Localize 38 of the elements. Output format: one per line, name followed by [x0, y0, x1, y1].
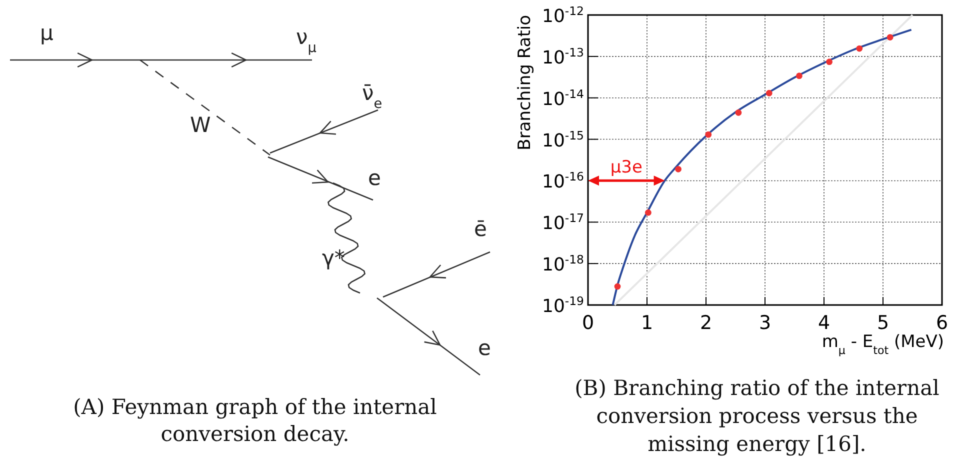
y-tick-label: 10$^{-18}$	[542, 252, 584, 276]
y-tick-label: 10$^{-17}$	[542, 211, 584, 234]
text: W	[190, 113, 211, 137]
point	[735, 109, 742, 116]
x-tick-label: 2	[700, 312, 712, 334]
y-tick-label: 10$^{-15}$	[542, 128, 584, 152]
text: e	[478, 336, 491, 360]
y-tick-label: 10$^{-12}$	[542, 4, 584, 27]
point	[675, 166, 682, 172]
point	[644, 209, 652, 216]
y-axis-title: Branching Ratio	[515, 15, 535, 150]
text: e	[368, 166, 381, 190]
point	[705, 131, 712, 138]
text: γ*	[322, 246, 345, 270]
text: ē	[474, 217, 487, 241]
x-tick-label: 3	[758, 312, 772, 334]
text: μ	[40, 21, 54, 45]
y-tick-label: 10$^{-13}$	[542, 45, 584, 68]
x-tick-label: 0	[582, 312, 594, 334]
y-tick-label: 10$^{-16}$	[542, 170, 584, 193]
x-tick-label: 1	[640, 312, 654, 334]
point	[886, 34, 894, 40]
point	[796, 72, 802, 80]
text: ν$_{μ}$	[296, 25, 317, 56]
x-axis-title: m$_{μ}$ - E$_{tot}$ (MeV)	[822, 332, 944, 356]
text: (B) Branching ratio of the internal conversion process versus the missing energy [16].	[574, 376, 940, 456]
point	[766, 90, 772, 96]
point	[856, 45, 863, 52]
point	[614, 283, 621, 290]
text: ν̄$_{e}$	[362, 81, 382, 112]
point	[826, 58, 833, 66]
x-tick-label: 6	[936, 312, 948, 334]
y-tick-label: 10$^{-14}$	[542, 86, 584, 110]
x-tick-label: 4	[818, 312, 830, 334]
x-tick-label: 5	[876, 312, 890, 334]
annotation: μ3e	[610, 158, 642, 178]
text: (A) Feynman graph of the internal conversion decay.	[73, 395, 438, 446]
y-tick-label: 10$^{-19}$	[542, 294, 584, 317]
